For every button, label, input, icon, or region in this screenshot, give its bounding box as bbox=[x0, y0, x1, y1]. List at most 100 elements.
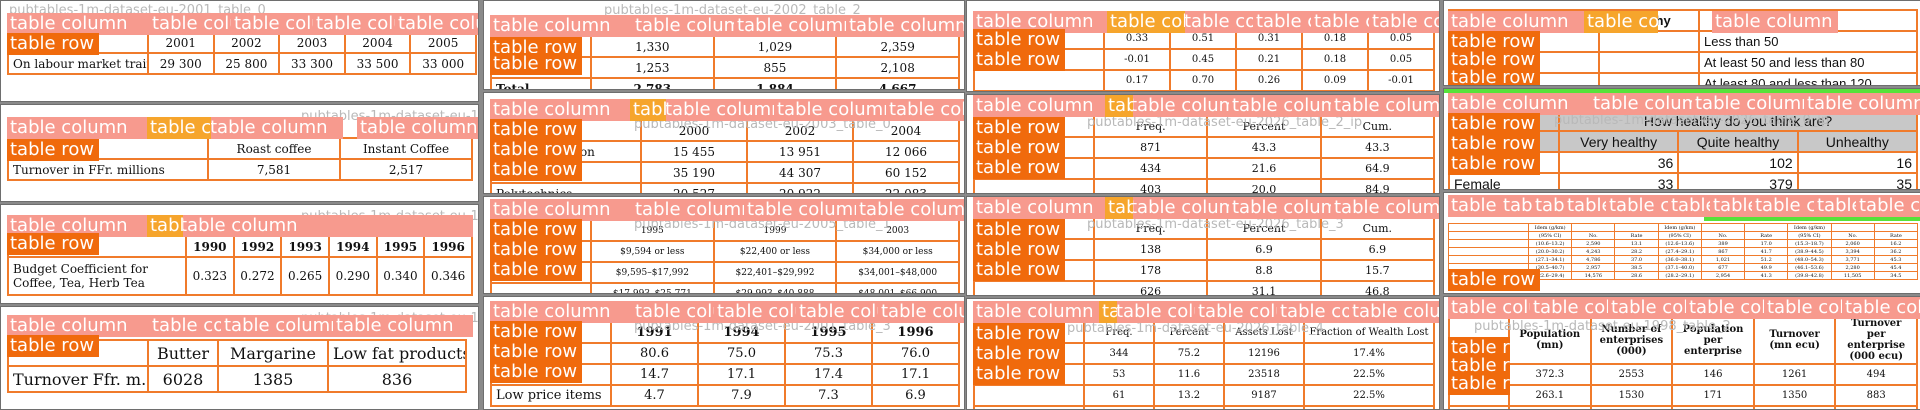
column-label: table column bbox=[490, 199, 636, 221]
table-cell: 12 066 bbox=[852, 140, 960, 163]
table-cell: 0.45 bbox=[1169, 48, 1237, 71]
table-cell: 2003 bbox=[835, 219, 960, 242]
table-cell: 1995 bbox=[590, 219, 715, 242]
table-cell: 75.0 bbox=[697, 342, 786, 365]
row-label: table row bbox=[973, 363, 1065, 385]
column-label: table column bbox=[846, 15, 964, 37]
table-cell: 6.9 bbox=[871, 384, 960, 407]
table-cell: Unhealthy bbox=[1796, 130, 1919, 153]
table-row: On labour market training 29 300 25 800 … bbox=[7, 52, 477, 75]
table-cell: $34,000 or less bbox=[835, 240, 960, 263]
table-cell: 0.25 bbox=[1367, 90, 1435, 91]
table-cell: 22.5% bbox=[1303, 363, 1435, 386]
table-cell: On labour market training bbox=[7, 52, 149, 75]
table-cell: 4,243 bbox=[1571, 247, 1616, 256]
table-cell bbox=[1700, 223, 1746, 232]
table-cell: 64.9 bbox=[1319, 157, 1436, 180]
table-cell: 1,330 bbox=[590, 35, 715, 58]
table-cell: (95% CI) bbox=[1657, 231, 1702, 240]
table-cell: 38.5 bbox=[1614, 263, 1659, 272]
column-label: table column bbox=[357, 117, 478, 139]
table-cell: 1519 bbox=[1589, 405, 1674, 409]
row-label: table row bbox=[490, 219, 582, 241]
table-cell: $29,993–$40,888 bbox=[712, 282, 838, 293]
table-cell: 53 bbox=[1083, 363, 1155, 386]
column-label: table column bbox=[1804, 93, 1920, 115]
table-cell: 35 bbox=[1796, 172, 1919, 189]
table-cell: 11,505 bbox=[1830, 271, 1875, 280]
table-cell bbox=[1830, 223, 1875, 232]
table-cell: 379 bbox=[1677, 172, 1799, 189]
table-cell: Japan bbox=[1448, 405, 1510, 409]
column-label: table column bbox=[490, 301, 636, 323]
row-label: table row bbox=[973, 29, 1065, 51]
table-cell: Idem (g/km) bbox=[1657, 223, 1702, 232]
row-label: table row bbox=[7, 139, 99, 161]
column-label: table column bbox=[1752, 195, 1818, 217]
table-cell: 1,253 bbox=[590, 56, 715, 79]
row-label: table row bbox=[973, 343, 1065, 365]
table-cell: 1385 bbox=[217, 365, 329, 393]
table-cell: 0.09 bbox=[1301, 69, 1369, 91]
panel-6: pubtables-1m-dataset-eu-2003_table_0 200… bbox=[483, 92, 965, 194]
table-cell: (38.9–44.5) bbox=[1787, 247, 1832, 256]
table-cell: 22 083 bbox=[852, 182, 960, 193]
row-label: table row bbox=[973, 219, 1065, 241]
row-label: table row bbox=[973, 157, 1065, 179]
table-cell: -0.01 bbox=[1367, 69, 1435, 91]
table-cell: 43.3 bbox=[1319, 136, 1436, 159]
table-cell: 871 bbox=[1092, 136, 1209, 159]
row-label: table row bbox=[490, 159, 582, 181]
column-header-label: table column header bbox=[147, 215, 183, 237]
table-cell: 23518 bbox=[1223, 363, 1305, 386]
table-cell: 45.4 bbox=[1873, 263, 1919, 272]
column-label: table column bbox=[1686, 297, 1768, 319]
row-label: table row bbox=[490, 119, 582, 141]
table-cell: 46.8 bbox=[1319, 280, 1436, 295]
table-cell: 36 bbox=[1557, 151, 1680, 174]
table-cell: 6.9 bbox=[1206, 238, 1322, 261]
table-cell: Freq. bbox=[1092, 217, 1209, 240]
table-cell: 60 152 bbox=[852, 161, 960, 184]
data-table: 2000 2002 2004 ndary education 15 455 13… bbox=[490, 119, 960, 193]
column-label: table column bbox=[1331, 197, 1439, 219]
column-label: table column bbox=[1764, 297, 1846, 319]
table-cell: 49.9 bbox=[1744, 263, 1789, 272]
table-cell bbox=[1598, 72, 1700, 85]
table-cell: Freq. bbox=[1083, 321, 1155, 344]
highlight-bar bbox=[1444, 89, 1920, 93]
table-cell: (28.2–29.1) bbox=[1657, 271, 1702, 280]
table-cell: 389 bbox=[1700, 239, 1746, 248]
table-cell: $48,001–$66,900 bbox=[835, 282, 960, 293]
table-cell: -0.01 bbox=[1103, 48, 1171, 71]
table-cell: Roast coffee bbox=[207, 137, 341, 160]
table-cell: 80.6 bbox=[610, 342, 699, 365]
table-cell bbox=[973, 280, 1095, 295]
table-cell: 84.9 bbox=[1319, 178, 1436, 193]
column-label: table column bbox=[1253, 11, 1315, 33]
table-cell bbox=[1448, 231, 1529, 240]
table-cell: 883 bbox=[1834, 384, 1918, 407]
table-cell: 25 800 bbox=[212, 52, 281, 75]
column-label: table column bbox=[490, 15, 636, 37]
table-cell: 344 bbox=[1083, 342, 1155, 365]
column-label: table column bbox=[973, 95, 1111, 117]
panel-title: pubtables-1m-dataset-eu-1998_table_2 bbox=[1474, 319, 1731, 334]
table-cell: 17.1 bbox=[697, 363, 786, 386]
table-cell: 0.43 bbox=[1301, 90, 1369, 91]
column-label: table column bbox=[177, 215, 473, 237]
table-cell: 36.2 bbox=[1873, 247, 1919, 256]
table-cell bbox=[1744, 223, 1789, 232]
column-label: table column bbox=[1530, 297, 1612, 319]
table-cell bbox=[1873, 223, 1919, 232]
table-cell: 171 bbox=[1671, 384, 1755, 407]
table-cell: Budget Coefficient for Coffee, Tea, Herb… bbox=[7, 256, 187, 296]
table-cell bbox=[973, 384, 1085, 407]
table-cell: 20 922 bbox=[746, 182, 854, 193]
column-label: table column bbox=[1113, 301, 1199, 323]
table-cell: 15 455 bbox=[640, 140, 748, 163]
table-cell: 2,590 bbox=[1571, 239, 1616, 248]
table-cell: 4.7 bbox=[610, 384, 699, 407]
table-row: 344 75.2 12196 17.4% bbox=[973, 342, 1435, 365]
